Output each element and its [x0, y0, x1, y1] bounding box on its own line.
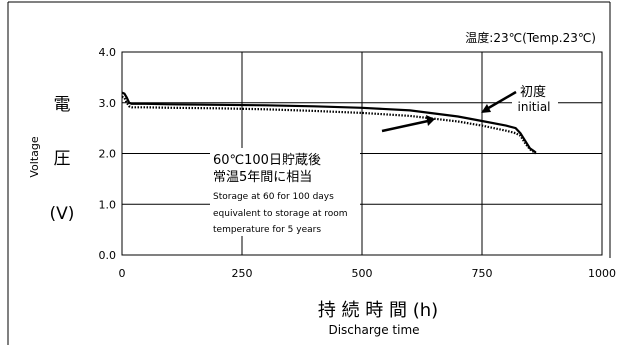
ylabel-en: Voltage: [28, 136, 41, 177]
x-tick-label: 250: [232, 267, 253, 280]
x-tick-label: 500: [352, 267, 373, 280]
plot-area: [121, 51, 603, 256]
y-tick-label: 2.0: [99, 148, 117, 161]
ylabel-jp-3: (V): [50, 204, 75, 224]
ylabel-jp-1: 電: [54, 95, 71, 115]
x-tick-label: 750: [472, 267, 493, 280]
storage-label-en-1: Storage at 60 for 100 days: [213, 192, 334, 202]
ylabel-jp-2: 圧: [54, 149, 71, 169]
xlabel-jp: 持 続 時 間 (h): [318, 300, 438, 321]
initial-label-jp: 初度: [520, 84, 546, 100]
storage-arrowhead: [426, 115, 435, 126]
storage-label-en-2: equivalent to storage at room: [213, 209, 348, 219]
y-tick-label: 0.0: [99, 249, 117, 262]
storage-arrow: [381, 119, 429, 133]
initial-arrowhead: [481, 104, 491, 113]
y-tick-labels: 0.0 1.0 2.0 3.0 4.0: [99, 46, 117, 262]
y-tick-label: 3.0: [99, 97, 117, 110]
x-tick-label: 0: [119, 267, 126, 280]
initial-label-en: initial: [518, 100, 551, 114]
storage-label-en-3: temperature for 5 years: [213, 225, 321, 235]
storage-label-bg: [210, 148, 360, 236]
initial-arrow: [484, 90, 517, 112]
y-tick-label: 1.0: [99, 198, 117, 211]
xlabel-en: Discharge time: [328, 323, 419, 337]
x-tick-labels: 0 250 500 750 1000: [119, 267, 617, 280]
storage-label-jp-1: 60℃100日貯蔵後: [213, 153, 321, 168]
x-tick-label: 1000: [588, 267, 616, 280]
series-group: [121, 91, 537, 155]
series-line-initial: [121, 91, 537, 154]
storage-label-jp-2: 常温5年間に相当: [213, 170, 312, 185]
temperature-note: 温度:23℃(Temp.23℃): [465, 30, 596, 45]
y-tick-label: 4.0: [99, 46, 117, 59]
initial-label-bg: [512, 82, 558, 116]
